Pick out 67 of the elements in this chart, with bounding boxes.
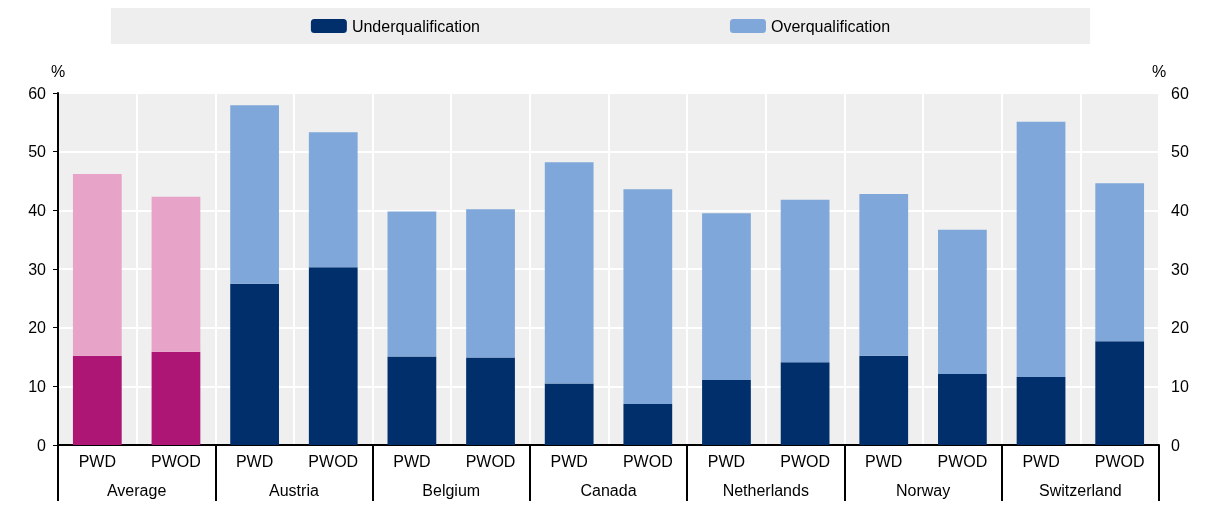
text: Average: [106, 481, 167, 499]
y-tick-label: 30: [28, 260, 47, 278]
bar: [230, 283, 279, 445]
bar: [702, 379, 751, 445]
y2-axis-title: %: [1151, 62, 1167, 80]
x-tick-label: PWOD: [780, 452, 830, 470]
bar: [466, 209, 515, 358]
bar: [308, 267, 358, 445]
bar: [859, 355, 909, 445]
bar: [859, 193, 909, 356]
y2-tick-label: 60: [1171, 84, 1189, 102]
bar: [1016, 121, 1066, 377]
text: Austria: [269, 481, 319, 499]
y2-tick-label: 0: [1171, 436, 1180, 454]
x-tick-label: PWD: [550, 452, 588, 470]
bar: [387, 356, 437, 445]
bar: [151, 351, 201, 445]
bar: [151, 196, 201, 352]
x-tick-label: PWD: [1022, 452, 1060, 470]
y2-tick-label: 40: [1171, 201, 1189, 219]
x-tick-label: PWD: [865, 452, 903, 470]
y-tick-label: 10: [28, 377, 47, 395]
x-tick-label: PWOD: [937, 452, 988, 470]
y-tick-label: 0: [37, 436, 47, 454]
x-tick-label: PWD: [707, 452, 746, 470]
y2-tick-label: 30: [1171, 260, 1189, 278]
bar: [780, 199, 830, 363]
legend-label: Underqualification: [351, 17, 480, 35]
bar: [623, 189, 673, 404]
y-tick-label: 40: [28, 201, 47, 219]
x-tick-label: PWD: [393, 452, 431, 470]
x-tick-label: PWD: [235, 452, 274, 470]
x-tick-label: PWOD: [308, 452, 359, 470]
bar: [230, 105, 279, 284]
legend-label: Overqualification: [770, 17, 891, 35]
y-tick-label: 50: [28, 143, 47, 161]
text: Netherlands: [722, 481, 809, 499]
text: Canada: [580, 481, 637, 499]
bar: [938, 374, 987, 445]
bar: [72, 173, 122, 356]
bar: [308, 132, 358, 268]
y-tick-label: 60: [28, 84, 47, 102]
bar: [1095, 183, 1145, 342]
x-tick-label: PWOD: [465, 452, 516, 470]
bar: [544, 383, 594, 445]
text: Norway: [895, 481, 951, 499]
bar: [1016, 376, 1066, 445]
bar: [387, 211, 437, 357]
bar: [938, 229, 987, 375]
bar: [1095, 341, 1145, 445]
y2-tick-label: 50: [1171, 143, 1189, 161]
y-axis-title: %: [50, 62, 66, 80]
x-tick-label: PWOD: [622, 452, 673, 470]
text: Switzerland: [1039, 481, 1122, 499]
x-tick-label: PWOD: [151, 452, 201, 470]
bar: [466, 357, 515, 445]
bar: [780, 362, 830, 445]
bar: [72, 355, 122, 445]
y-tick-label: 20: [28, 319, 47, 337]
bar: [544, 162, 594, 384]
y2-tick-label: 10: [1171, 377, 1189, 395]
bar: [702, 213, 751, 380]
x-tick-label: PWOD: [1094, 452, 1145, 470]
y2-tick-label: 20: [1171, 319, 1189, 337]
bar: [623, 403, 673, 445]
x-tick-label: PWD: [78, 452, 116, 470]
text: Belgium: [422, 481, 481, 499]
